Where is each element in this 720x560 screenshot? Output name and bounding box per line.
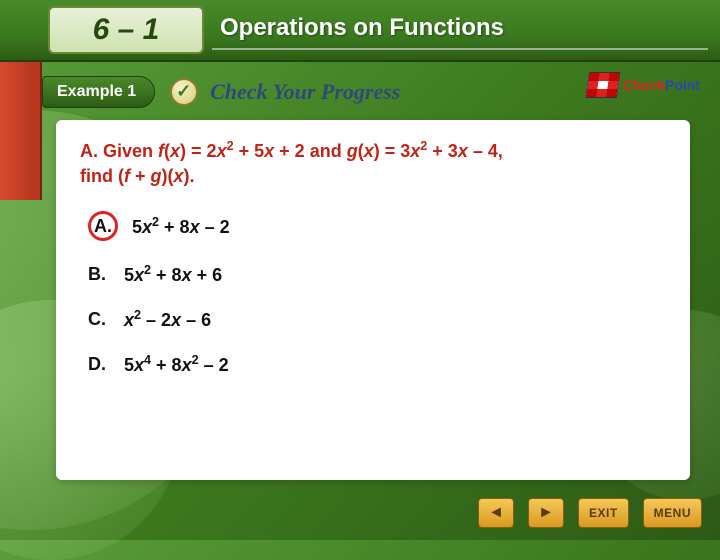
option-label: A.: [88, 211, 118, 241]
q-mid: and: [305, 141, 347, 161]
header-bar: 6 – 1 Operations on Functions: [0, 0, 720, 62]
q-g: g: [347, 141, 358, 161]
chapter-number: 6 – 1: [93, 13, 160, 47]
checkpoint-point: Point: [665, 77, 700, 93]
option-expr: 5x2 + 8x + 6: [124, 263, 222, 286]
option-label: C.: [88, 309, 110, 330]
prev-button[interactable]: ◄: [478, 498, 514, 528]
options-list: A. 5x2 + 8x – 2 B. 5x2 + 8x + 6 C. x2 – …: [80, 211, 666, 376]
q-f: f: [158, 141, 164, 161]
footer-nav: ◄ ► EXIT MENU: [478, 498, 702, 528]
option-c[interactable]: C. x2 – 2x – 6: [88, 308, 666, 331]
q-prefix: A. Given: [80, 141, 158, 161]
question-text: A. Given f(x) = 2x2 + 5x + 2 and g(x) = …: [80, 138, 666, 189]
option-expr: 5x4 + 8x2 – 2: [124, 353, 229, 376]
checkpoint-badge: CheckPoint: [587, 72, 700, 98]
checkpoint-check: Check: [623, 77, 665, 93]
example-label: Example 1: [42, 76, 155, 108]
option-expr: 5x2 + 8x – 2: [132, 215, 230, 238]
checkmark-icon: ✓: [170, 78, 198, 106]
chapter-box: 6 – 1: [48, 6, 204, 54]
page-title: Operations on Functions: [220, 14, 504, 42]
flag-icon: [585, 72, 621, 98]
exit-button[interactable]: EXIT: [578, 498, 629, 528]
check-your-progress-label: Check Your Progress: [210, 79, 400, 105]
option-expr: x2 – 2x – 6: [124, 308, 211, 331]
option-b[interactable]: B. 5x2 + 8x + 6: [88, 263, 666, 286]
next-button[interactable]: ►: [528, 498, 564, 528]
option-a[interactable]: A. 5x2 + 8x – 2: [88, 211, 666, 241]
option-label: D.: [88, 354, 110, 375]
option-d[interactable]: D. 5x4 + 8x2 – 2: [88, 353, 666, 376]
content-card: A. Given f(x) = 2x2 + 5x + 2 and g(x) = …: [56, 120, 690, 480]
option-label: B.: [88, 264, 110, 285]
header-divider: [212, 48, 708, 50]
menu-button[interactable]: MENU: [643, 498, 702, 528]
